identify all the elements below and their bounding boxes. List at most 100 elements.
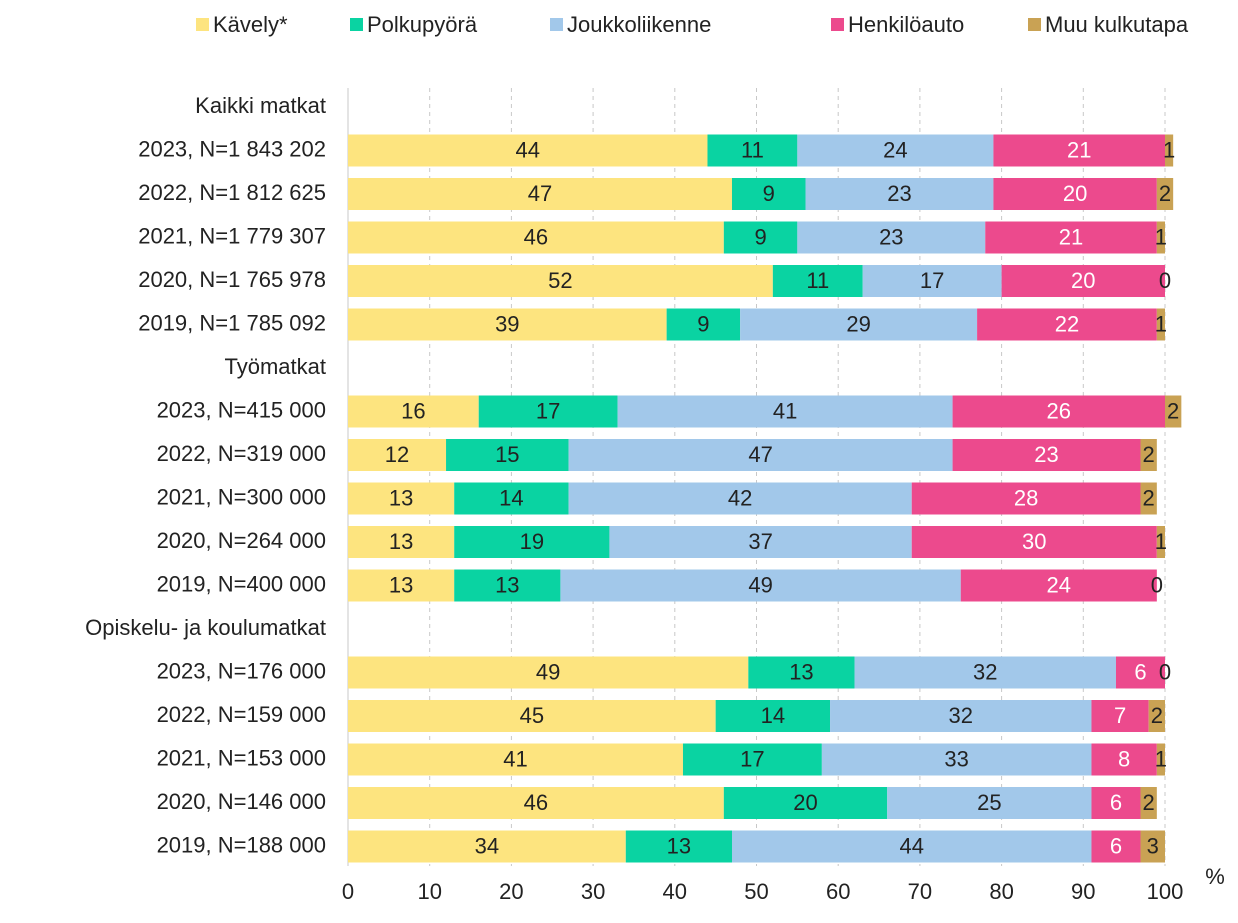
bar-segment	[1156, 743, 1165, 776]
data-label: 25	[977, 790, 1001, 815]
bar-segment	[854, 656, 1116, 689]
data-label: 20	[1063, 181, 1087, 206]
data-label: 0	[1159, 659, 1171, 684]
data-label: 6	[1110, 833, 1122, 858]
bar-segment	[797, 134, 994, 167]
bar-segment	[617, 395, 953, 428]
data-label: 1	[1155, 746, 1167, 771]
bar-segment	[1091, 743, 1157, 776]
data-label: 30	[1022, 529, 1046, 554]
bar-segment	[1156, 221, 1165, 254]
data-label: 0	[1151, 572, 1163, 597]
bar-segment	[454, 569, 561, 602]
bar-segment	[960, 569, 1157, 602]
bar-segment	[568, 439, 953, 471]
x-tick-label: 80	[989, 879, 1013, 904]
bar-segment	[731, 178, 806, 210]
data-label: 29	[846, 311, 870, 336]
bar-segment	[887, 787, 1092, 819]
bar-segment	[348, 395, 479, 428]
data-label: 16	[401, 398, 425, 423]
legend-swatch	[550, 18, 563, 31]
data-label: 9	[754, 224, 766, 249]
data-label: 21	[1059, 224, 1083, 249]
bar-segment	[797, 221, 986, 254]
data-label: 9	[763, 181, 775, 206]
legend-swatch	[350, 18, 363, 31]
bar-segment	[911, 482, 1141, 515]
legend-label: Henkilöauto	[848, 12, 964, 37]
bar-segment	[348, 178, 732, 210]
bar-segment	[682, 743, 822, 776]
bar-segment	[1091, 787, 1141, 819]
y-tick-label: 2022, N=319 000	[157, 441, 326, 466]
data-label: 13	[667, 833, 691, 858]
data-label: 6	[1110, 790, 1122, 815]
y-tick-label: 2021, N=1 779 307	[138, 223, 326, 248]
bar-segment	[348, 569, 455, 602]
bar-segment	[348, 743, 683, 776]
x-tick-label: 10	[417, 879, 441, 904]
bar-segment	[723, 221, 798, 254]
y-tick-label: 2023, N=415 000	[157, 397, 326, 422]
data-label: 0	[1159, 268, 1171, 293]
data-label: 46	[524, 224, 548, 249]
bar-segment	[993, 178, 1157, 210]
bar-segment	[821, 743, 1092, 776]
y-tick-label: Opiskelu- ja koulumatkat	[85, 615, 326, 640]
bar-segment	[1156, 526, 1165, 558]
data-label: 26	[1047, 398, 1071, 423]
legend-swatch	[196, 18, 209, 31]
data-label: 2	[1143, 790, 1155, 815]
bar-segment	[348, 830, 626, 863]
y-tick-label: 2023, N=1 843 202	[138, 136, 326, 161]
bar-segment	[1148, 700, 1165, 732]
bar-segment	[446, 439, 569, 471]
data-label: 19	[520, 529, 544, 554]
data-label: 22	[1055, 311, 1079, 336]
data-label: 24	[883, 137, 907, 162]
x-tick-label: 60	[826, 879, 850, 904]
bar-segment	[1140, 830, 1165, 863]
data-label: 44	[515, 137, 539, 162]
data-label: 41	[503, 746, 527, 771]
data-label: 42	[728, 485, 752, 510]
bar-segment	[348, 700, 716, 732]
bar-segment	[1156, 308, 1165, 341]
data-label: 1	[1155, 529, 1167, 554]
data-label: 2	[1159, 181, 1171, 206]
bar-segment	[609, 526, 912, 558]
x-tick-label: 0	[342, 879, 354, 904]
data-label: 2	[1143, 442, 1155, 467]
x-tick-label: 70	[908, 879, 932, 904]
bar-segment	[952, 395, 1165, 428]
legend-swatch	[831, 18, 844, 31]
x-axis-label: %	[1205, 864, 1225, 889]
data-label: 49	[748, 572, 772, 597]
bar-segment	[348, 656, 749, 689]
bar-segment	[348, 482, 455, 515]
data-label: 23	[1034, 442, 1058, 467]
data-label: 37	[748, 529, 772, 554]
bar-segment	[1115, 656, 1165, 689]
bar-segment	[348, 265, 773, 297]
data-label: 8	[1118, 746, 1130, 771]
data-label: 1	[1163, 137, 1175, 162]
x-tick-label: 90	[1071, 879, 1095, 904]
x-tick-label: 100	[1147, 879, 1184, 904]
y-tick-label: 2019, N=1 785 092	[138, 310, 326, 335]
data-label: 11	[806, 268, 829, 293]
y-tick-label: 2020, N=1 765 978	[138, 267, 326, 292]
bar-segment	[478, 395, 618, 428]
data-label: 39	[495, 311, 519, 336]
legend-label: Polkupyörä	[367, 12, 478, 37]
bar-segment	[348, 134, 708, 167]
bar-segment	[348, 308, 667, 341]
data-label: 41	[773, 398, 797, 423]
bar-segment	[723, 787, 888, 819]
data-label: 34	[475, 833, 499, 858]
bar-segment	[748, 656, 855, 689]
data-label: 9	[697, 311, 709, 336]
x-tick-label: 30	[581, 879, 605, 904]
legend-label: Joukkoliikenne	[567, 12, 711, 37]
